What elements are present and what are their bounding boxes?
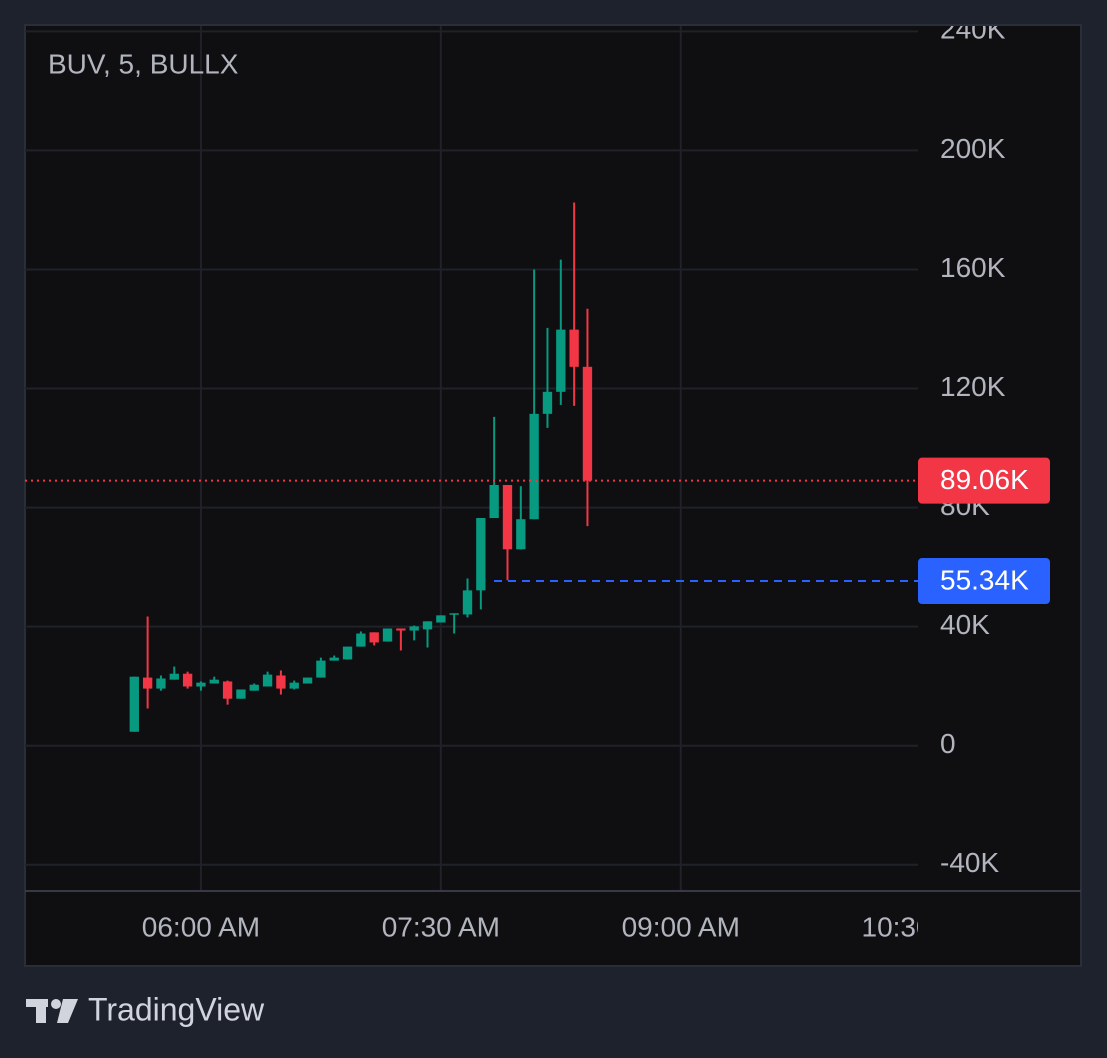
candle-body (516, 519, 526, 550)
candle-body (449, 613, 459, 615)
candle-body (502, 484, 513, 550)
candle-body (209, 679, 219, 684)
candle-body (129, 676, 139, 732)
price-label: 55.34K (940, 564, 1029, 595)
watermark-logo (26, 999, 78, 1023)
y-tick-label: 200K (940, 133, 1006, 164)
candle-body (329, 657, 339, 661)
candle-body (262, 674, 273, 687)
candle-body (529, 413, 539, 520)
candle-body (582, 366, 593, 481)
candle-body (182, 673, 193, 687)
watermark: TradingView (88, 991, 265, 1027)
candle-body (222, 681, 233, 699)
price-label-box (918, 558, 1050, 605)
y-tick-label: 120K (940, 371, 1006, 402)
candle-body (236, 689, 246, 699)
candle-body (316, 660, 326, 678)
candle-body (356, 633, 366, 647)
candle-body (196, 682, 206, 687)
candle-body (249, 684, 259, 691)
candle-body (542, 391, 553, 414)
candle-body (409, 626, 419, 631)
x-tick-label: 09:00 AM (622, 911, 740, 942)
x-tick-label: 10:30 AM (862, 911, 980, 942)
candle-body (342, 646, 353, 660)
candle-body (422, 621, 433, 630)
candle-body (556, 329, 566, 392)
candle-body (436, 615, 446, 623)
x-tick-label: 07:30 AM (382, 911, 500, 942)
price-label-box (918, 457, 1050, 504)
candle-body (276, 675, 286, 689)
candle-body (142, 677, 153, 689)
candle-body (489, 484, 499, 519)
candle-body (289, 682, 299, 689)
candle-body (369, 632, 379, 643)
y-tick-label: 240K (940, 14, 1006, 45)
price-label: 89.06K (940, 464, 1029, 495)
chart-title: BUV, 5, BULLX (48, 48, 239, 79)
candle-body (476, 518, 486, 591)
y-tick-label: -40K (940, 847, 999, 878)
candle-body (302, 677, 313, 684)
candle-body (169, 673, 179, 680)
candle-body (156, 678, 166, 689)
candle-body (569, 329, 579, 367)
y-tick-label: 40K (940, 609, 990, 640)
candle-body (462, 590, 473, 615)
x-tick-label: 06:00 AM (142, 911, 260, 942)
y-tick-label: 160K (940, 252, 1006, 283)
candle-body (382, 628, 393, 642)
y-tick-label: 0 (940, 728, 956, 759)
candle-body (396, 628, 406, 631)
